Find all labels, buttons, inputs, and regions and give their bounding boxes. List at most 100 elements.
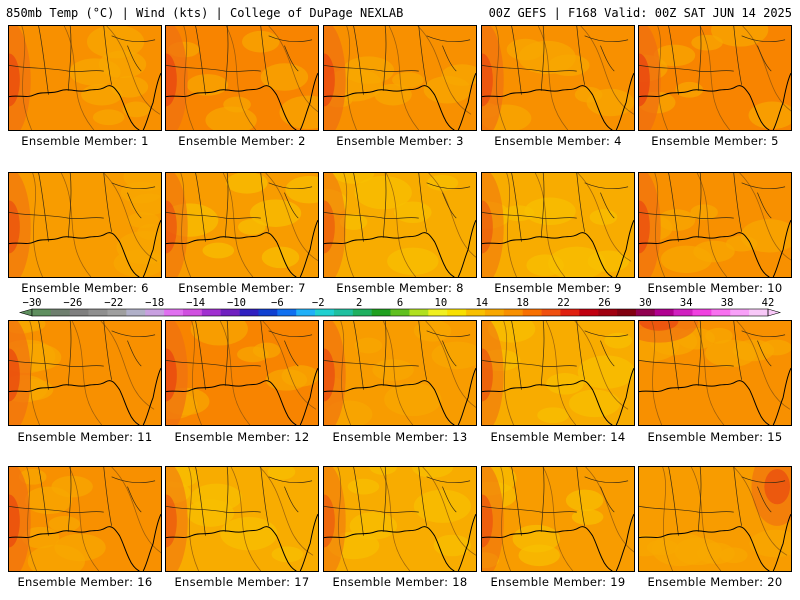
ensemble-member-panel [165, 320, 319, 426]
isotherm-line [188, 467, 199, 571]
temperature-patch [81, 83, 123, 106]
hot-anomaly-region [9, 467, 31, 571]
temperature-patch [120, 181, 161, 204]
isotherm-line [346, 26, 357, 130]
state-boundary [195, 26, 206, 95]
isotherm-line [230, 467, 262, 571]
state-boundary [195, 321, 206, 390]
state-boundary [540, 173, 545, 238]
ensemble-member-label: Ensemble Member: 19 [490, 575, 626, 589]
colorbar-segment [32, 309, 52, 316]
colorbar-segment [598, 309, 618, 316]
isotherm-line [693, 321, 725, 425]
state-boundary [284, 45, 299, 72]
state-boundary [733, 26, 742, 85]
colorbar-segment [371, 309, 391, 316]
state-boundary [757, 192, 772, 219]
ensemble-member-panel [481, 320, 635, 426]
ensemble-member-label: Ensemble Member: 8 [336, 281, 464, 295]
isotherm-line [574, 321, 629, 410]
ensemble-member-panel [8, 25, 162, 131]
state-boundary [418, 321, 427, 380]
temperature-patch [127, 212, 160, 228]
coastline [9, 513, 161, 571]
temperature-map [324, 26, 476, 130]
ensemble-member-panel [638, 320, 792, 426]
isotherm-line [537, 26, 569, 130]
colorbar-segment [673, 309, 693, 316]
temperature-patch [433, 534, 472, 557]
ensemble-member-panel [323, 320, 477, 426]
temperature-patch [51, 475, 93, 498]
state-boundary [268, 476, 313, 484]
state-boundary [353, 26, 364, 95]
coastline [639, 72, 791, 130]
temperature-map [639, 321, 791, 425]
temperature-patch [548, 54, 590, 77]
coastline [166, 367, 318, 425]
colorbar-segment [484, 309, 505, 316]
temperature-patch [249, 199, 302, 227]
state-boundary [353, 173, 364, 242]
state-boundary [511, 173, 522, 242]
temperature-map [639, 467, 791, 571]
ensemble-member-panel [638, 25, 792, 131]
colorbar-outline [31, 308, 769, 317]
colorbar-segment [239, 309, 259, 316]
isotherm-line [495, 26, 507, 130]
temperature-patch [190, 483, 242, 512]
coastline [166, 219, 318, 277]
colorbar-tick-label: 6 [397, 297, 403, 309]
isotherm-line [191, 321, 202, 425]
temperature-patch [122, 101, 151, 118]
colorbar-tick-label: 38 [721, 297, 734, 309]
ensemble-member-label: Ensemble Member: 18 [332, 575, 468, 589]
valid-time-label: 00Z GEFS | F168 Valid: 00Z SAT JUN 14 20… [488, 6, 792, 20]
colorbar-segment [126, 309, 146, 316]
ensemble-member-panel [481, 466, 635, 572]
coastline [324, 219, 476, 277]
colorbar-tick-label: −10 [227, 297, 246, 309]
temperature-map [482, 321, 634, 425]
temperature-map [9, 26, 161, 130]
colorbar-segment [428, 309, 448, 316]
ensemble-member-label: Ensemble Member: 6 [21, 281, 149, 295]
state-boundary [576, 173, 585, 232]
temperature-patch [586, 88, 634, 117]
state-boundary [224, 467, 229, 532]
temperature-patch [487, 321, 536, 343]
colorbar-segment [390, 309, 410, 316]
hot-anomaly-region [9, 26, 31, 130]
isotherm-line [385, 173, 417, 277]
isotherm-line [68, 467, 100, 571]
temperature-patch [565, 489, 604, 512]
state-boundary [111, 182, 156, 190]
state-boundary [127, 340, 142, 367]
colorbar-segment [50, 309, 71, 316]
temperature-patch [369, 467, 398, 475]
temperature-patch [518, 544, 560, 567]
state-boundary [166, 359, 261, 368]
colorbar-tick-label: −18 [145, 297, 164, 309]
isotherm-line [690, 467, 722, 571]
state-boundary [741, 182, 786, 190]
colorbar-segment [560, 309, 580, 316]
temperature-patch [372, 359, 414, 381]
colorbar-segment [296, 309, 316, 316]
temperature-patch [548, 246, 606, 277]
isotherm-line [542, 467, 574, 571]
state-boundary [697, 26, 702, 91]
temperature-patch [411, 467, 454, 478]
coastline [324, 367, 476, 425]
ensemble-member-label: Ensemble Member: 11 [17, 430, 153, 444]
state-boundary [166, 505, 261, 514]
colorbar-segment [88, 309, 108, 316]
temperature-map [166, 467, 318, 571]
temperature-map [9, 467, 161, 571]
state-boundary [600, 340, 615, 367]
temperature-patch [413, 489, 472, 523]
temperature-patch [354, 175, 412, 210]
isotherm-line [29, 321, 40, 425]
state-boundary [9, 211, 104, 220]
ensemble-member-label: Ensemble Member: 1 [21, 134, 149, 148]
